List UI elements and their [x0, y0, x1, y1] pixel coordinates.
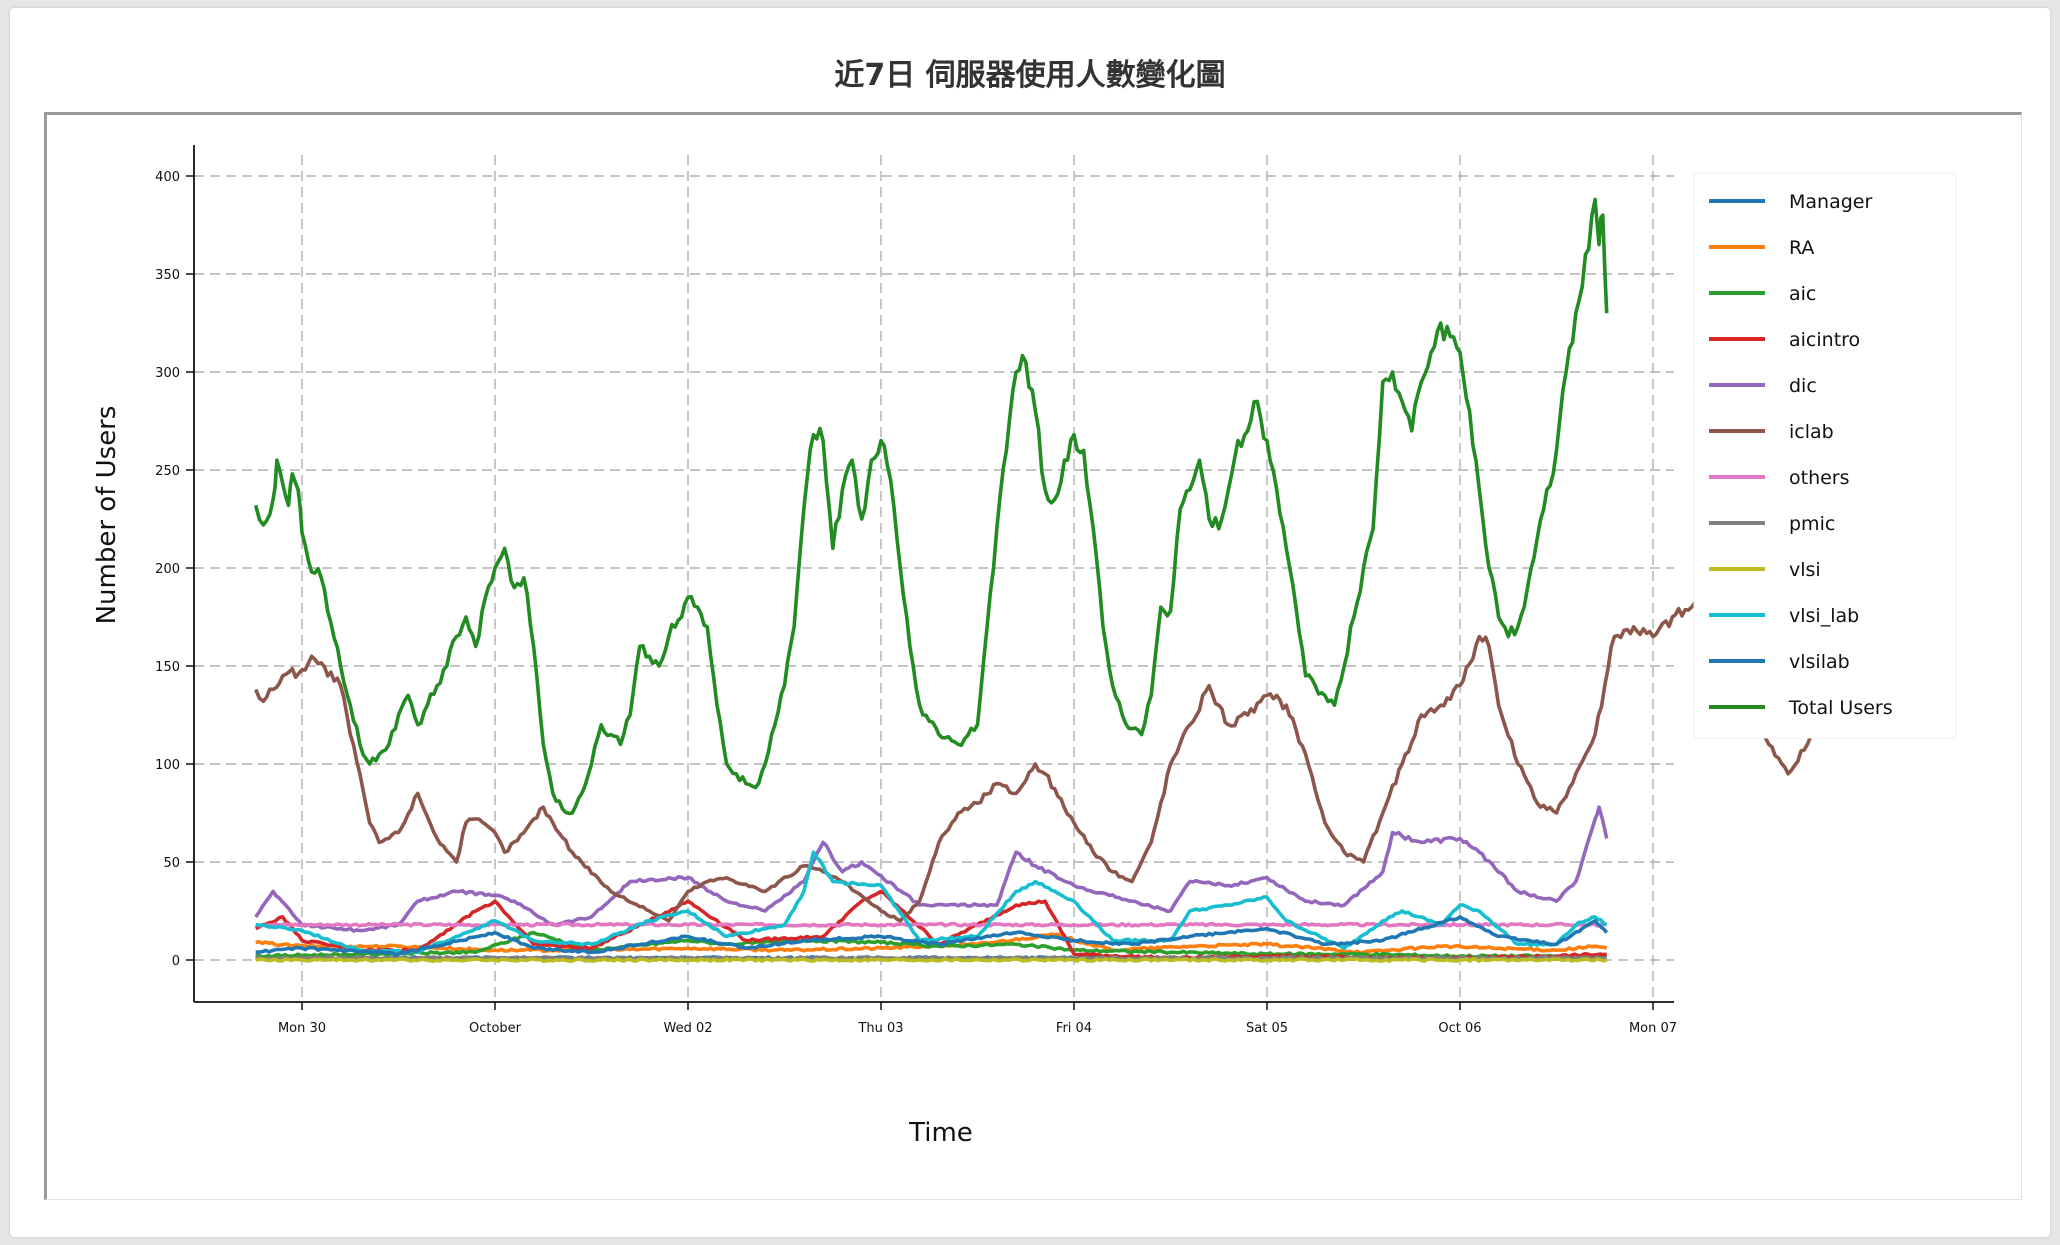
x-tick-label: Wed 02: [663, 1021, 712, 1036]
legend-label: Manager: [1789, 191, 1872, 213]
x-tick-label: Thu 03: [857, 1021, 903, 1036]
legend-label: Total Users: [1788, 697, 1893, 719]
legend-label: vlsi_lab: [1789, 605, 1859, 627]
x-tick-label: Oct 06: [1438, 1021, 1481, 1036]
legend-label: others: [1789, 467, 1850, 489]
x-tick-label: Mon 30: [278, 1021, 326, 1036]
plot-frame: 0 50 100 150 200 250 300 350 400 Mon 30 October Wed…: [44, 112, 2022, 1200]
y-tick-label: 250: [155, 464, 180, 479]
series-line-iclab: [254, 478, 1916, 923]
legend-label: dic: [1789, 375, 1817, 397]
x-tick-label: Fri 04: [1056, 1021, 1092, 1036]
y-tick-label: 0: [172, 954, 180, 969]
legend-label: aic: [1789, 283, 1816, 305]
series-line-vlsilab: [255, 915, 1609, 957]
series-line-dic: [254, 805, 1609, 933]
series-lines: [253, 197, 1916, 963]
x-tick-label: Sat 05: [1246, 1021, 1288, 1036]
y-tick-label: 350: [155, 268, 180, 283]
x-axis-label: Time: [908, 1118, 973, 1148]
legend-box: [1693, 172, 1957, 739]
x-tick-label: October: [469, 1021, 522, 1036]
y-tick-label: 50: [163, 856, 180, 871]
line-chart: 0 50 100 150 200 250 300 350 400 Mon 30 October Wed…: [92, 145, 1957, 1148]
legend: Manager RA aic aicintro dic iclab others pmic vl…: [1693, 172, 1957, 739]
series-line-vlsi: [255, 957, 1608, 963]
y-tick-label: 150: [155, 660, 180, 675]
legend-label: aicintro: [1789, 329, 1860, 351]
y-tick-label: 100: [155, 758, 180, 773]
y-tick-label: 200: [155, 562, 180, 577]
legend-label: iclab: [1789, 421, 1834, 443]
legend-label: RA: [1789, 237, 1814, 259]
axes: 0 50 100 150 200 250 300 350 400 Mon 30 October Wed…: [155, 145, 1677, 1036]
series-line-aic: [255, 930, 1607, 959]
chart-title: 近7日 伺服器使用人數變化圖: [834, 58, 1226, 93]
legend-label: vlsi: [1789, 559, 1821, 581]
y-tick-label: 300: [155, 366, 180, 381]
series-line-total-users: [253, 197, 1609, 816]
legend-label: vlsilab: [1789, 651, 1850, 673]
grid-lines: [194, 155, 1674, 1002]
x-tick-label: Mon 07: [1629, 1021, 1677, 1036]
series-line-vlsi-lab: [255, 850, 1608, 955]
y-tick-label: 400: [155, 170, 180, 185]
y-axis-label: Number of Users: [92, 406, 122, 625]
series-line-others: [255, 921, 1608, 928]
legend-label: pmic: [1789, 513, 1835, 535]
